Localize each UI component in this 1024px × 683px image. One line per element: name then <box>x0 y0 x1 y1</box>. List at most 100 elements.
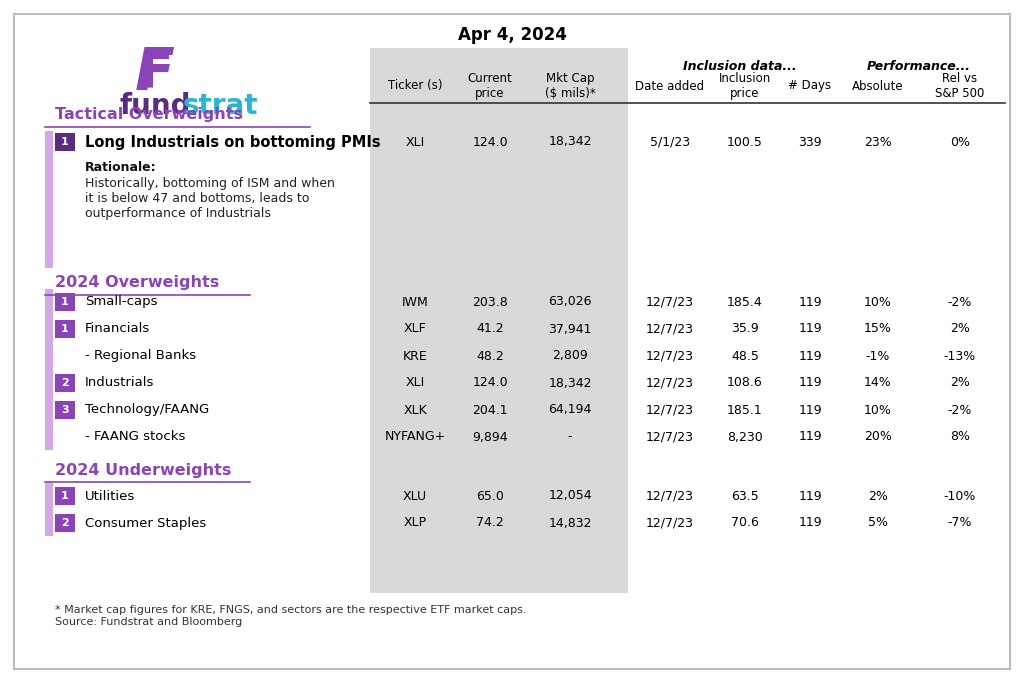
Text: 64,194: 64,194 <box>548 404 592 417</box>
Text: 119: 119 <box>798 404 822 417</box>
Text: Apr 4, 2024: Apr 4, 2024 <box>458 26 566 44</box>
Text: 12/7/23: 12/7/23 <box>646 430 694 443</box>
Text: 37,941: 37,941 <box>548 322 592 335</box>
Text: Performance...: Performance... <box>867 59 971 72</box>
Text: -: - <box>567 430 572 443</box>
Text: 119: 119 <box>798 350 822 363</box>
Text: 15%: 15% <box>864 322 892 335</box>
Text: 119: 119 <box>798 516 822 529</box>
Text: Date added: Date added <box>636 79 705 92</box>
Text: 20%: 20% <box>864 430 892 443</box>
Bar <box>45 289 53 450</box>
Text: 74.2: 74.2 <box>476 516 504 529</box>
Text: 0%: 0% <box>950 135 970 148</box>
Bar <box>55 293 75 311</box>
Text: -2%: -2% <box>948 404 972 417</box>
Text: - FAANG stocks: - FAANG stocks <box>85 430 185 443</box>
Text: 5/1/23: 5/1/23 <box>650 135 690 148</box>
Text: Industrials: Industrials <box>85 376 155 389</box>
Text: 2%: 2% <box>868 490 888 503</box>
Text: -10%: -10% <box>944 490 976 503</box>
Text: - Regional Banks: - Regional Banks <box>85 350 197 363</box>
Text: 119: 119 <box>798 322 822 335</box>
Text: Small-caps: Small-caps <box>85 296 158 309</box>
Bar <box>370 48 628 593</box>
Text: 12,054: 12,054 <box>548 490 592 503</box>
Text: 8%: 8% <box>950 430 970 443</box>
Text: -2%: -2% <box>948 296 972 309</box>
Text: 124.0: 124.0 <box>472 135 508 148</box>
Text: Rel vs
S&P 500: Rel vs S&P 500 <box>935 72 985 100</box>
Text: 12/7/23: 12/7/23 <box>646 516 694 529</box>
Text: 119: 119 <box>798 296 822 309</box>
Text: 2024 Underweights: 2024 Underweights <box>55 462 231 477</box>
Text: 48.2: 48.2 <box>476 350 504 363</box>
Text: 14,832: 14,832 <box>548 516 592 529</box>
Bar <box>55 401 75 419</box>
Text: 1: 1 <box>61 137 69 147</box>
Text: XLF: XLF <box>403 322 426 335</box>
Text: 108.6: 108.6 <box>727 376 763 389</box>
Text: 14%: 14% <box>864 376 892 389</box>
Text: 2024 Overweights: 2024 Overweights <box>55 275 219 290</box>
Text: Utilities: Utilities <box>85 490 135 503</box>
Text: 63,026: 63,026 <box>548 296 592 309</box>
Text: 12/7/23: 12/7/23 <box>646 322 694 335</box>
Text: fund: fund <box>120 92 191 120</box>
Bar <box>55 514 75 532</box>
Text: IWM: IWM <box>401 296 428 309</box>
Bar <box>45 483 53 536</box>
Text: 12/7/23: 12/7/23 <box>646 376 694 389</box>
Text: 204.1: 204.1 <box>472 404 508 417</box>
Text: 124.0: 124.0 <box>472 376 508 389</box>
Bar <box>55 133 75 151</box>
Text: 65.0: 65.0 <box>476 490 504 503</box>
Text: Rationale:: Rationale: <box>85 161 157 174</box>
Text: 35.9: 35.9 <box>731 322 759 335</box>
Text: # Days: # Days <box>788 79 831 92</box>
Bar <box>45 131 53 268</box>
Text: 2,809: 2,809 <box>552 350 588 363</box>
Text: 18,342: 18,342 <box>548 376 592 389</box>
Text: 2: 2 <box>61 378 69 388</box>
Text: 23%: 23% <box>864 135 892 148</box>
Text: 119: 119 <box>798 490 822 503</box>
Text: Tactical Overweights: Tactical Overweights <box>55 107 243 122</box>
Text: 2: 2 <box>61 518 69 528</box>
Text: XLI: XLI <box>406 135 425 148</box>
Text: 41.2: 41.2 <box>476 322 504 335</box>
Text: 12/7/23: 12/7/23 <box>646 350 694 363</box>
Text: Ticker (s): Ticker (s) <box>388 79 442 92</box>
Text: 185.1: 185.1 <box>727 404 763 417</box>
Text: 18,342: 18,342 <box>548 135 592 148</box>
Text: F: F <box>135 44 175 102</box>
Text: 2%: 2% <box>950 376 970 389</box>
Text: Consumer Staples: Consumer Staples <box>85 516 206 529</box>
Text: 119: 119 <box>798 430 822 443</box>
Text: strat: strat <box>183 92 258 120</box>
Text: 48.5: 48.5 <box>731 350 759 363</box>
Text: 12/7/23: 12/7/23 <box>646 404 694 417</box>
Text: 3: 3 <box>61 405 69 415</box>
Text: XLI: XLI <box>406 376 425 389</box>
Text: 12/7/23: 12/7/23 <box>646 490 694 503</box>
Text: 10%: 10% <box>864 296 892 309</box>
Text: 100.5: 100.5 <box>727 135 763 148</box>
Text: Current
price: Current price <box>468 72 512 100</box>
Text: XLK: XLK <box>403 404 427 417</box>
Text: 12/7/23: 12/7/23 <box>646 296 694 309</box>
Text: KRE: KRE <box>402 350 427 363</box>
Text: ꓝ: ꓝ <box>138 49 172 97</box>
Text: 1: 1 <box>61 324 69 334</box>
Text: 203.8: 203.8 <box>472 296 508 309</box>
Bar <box>55 320 75 338</box>
Text: 339: 339 <box>798 135 822 148</box>
Text: 119: 119 <box>798 376 822 389</box>
Text: Inclusion
price: Inclusion price <box>719 72 771 100</box>
Text: -1%: -1% <box>866 350 890 363</box>
Text: 1: 1 <box>61 491 69 501</box>
Text: NYFANG+: NYFANG+ <box>384 430 445 443</box>
Text: Technology/FAANG: Technology/FAANG <box>85 404 209 417</box>
Text: * Market cap figures for KRE, FNGS, and sectors are the respective ETF market ca: * Market cap figures for KRE, FNGS, and … <box>55 605 526 626</box>
Text: Financials: Financials <box>85 322 151 335</box>
